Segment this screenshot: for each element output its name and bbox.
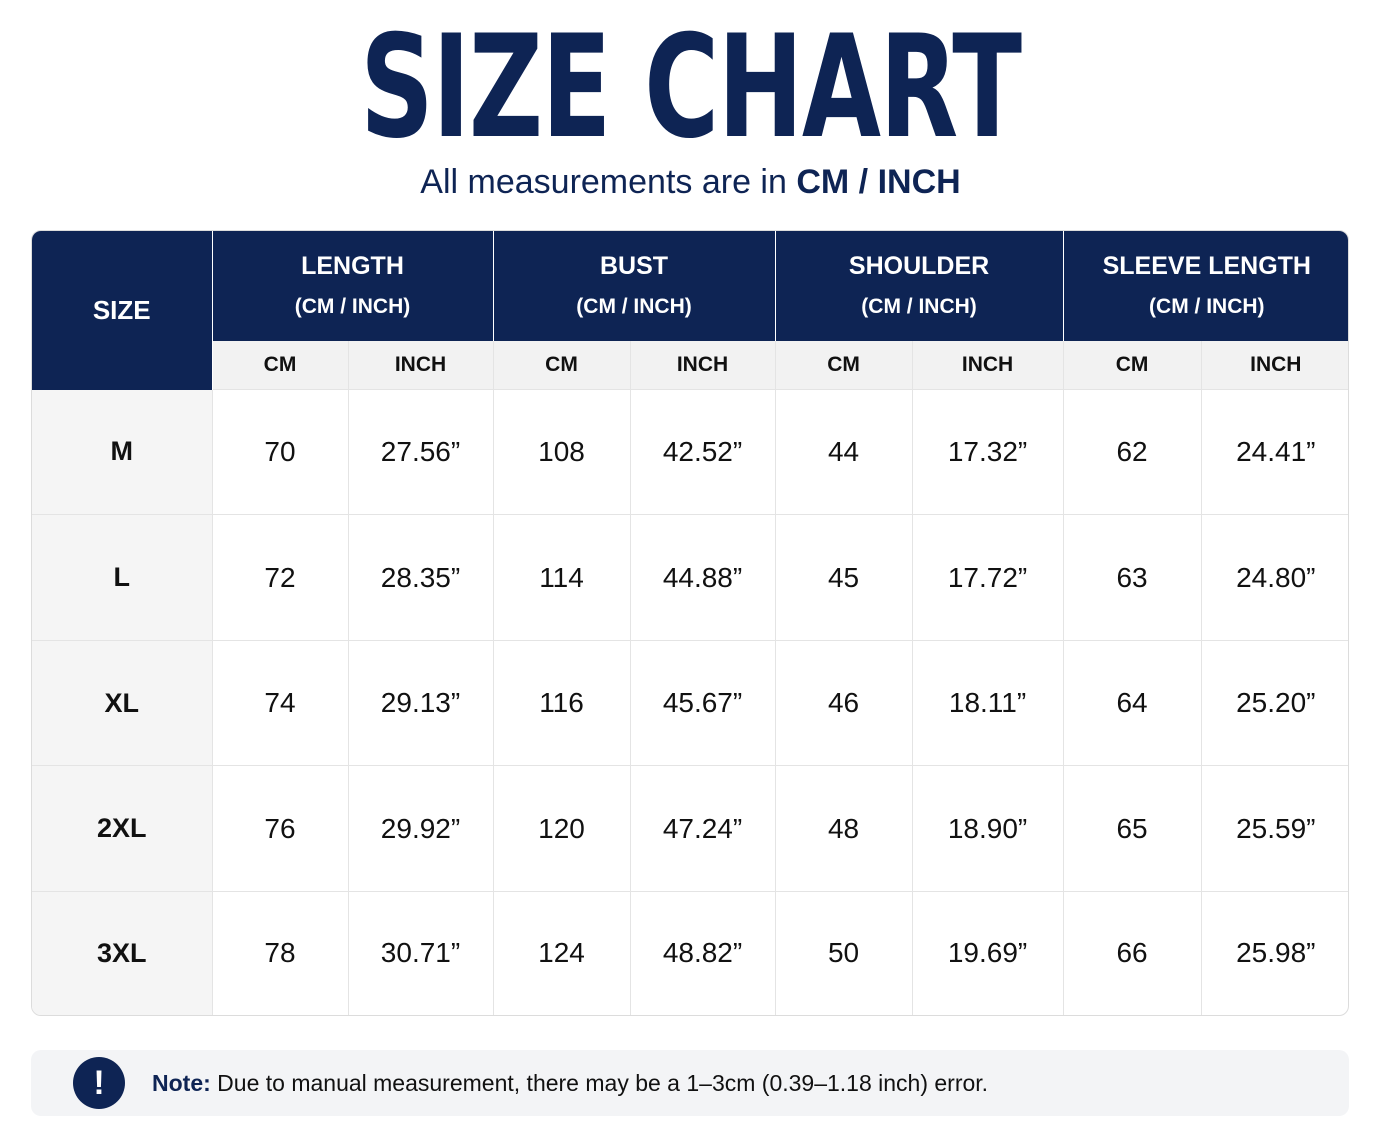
table-cell: 47.24” [630,765,776,892]
unit-header-inch: INCH [912,341,1064,390]
table-cell: 44 [775,389,913,516]
table-cell: 76 [212,765,349,892]
table-cell: 124 [493,891,631,1015]
table-cell: 48.82” [630,891,776,1015]
table-cell: 18.90” [912,765,1064,892]
table-cell: 62 [1063,389,1202,516]
page-subtitle: All measurements are in CM / INCH [0,160,1381,204]
header-row-main: SIZE LENGTH (CM / INCH) BUST (CM / INCH)… [32,231,1348,390]
table-cell: 120 [493,765,631,892]
group-title: SLEEVE LENGTH [1102,252,1311,280]
table-cell: 48 [775,765,913,892]
size-table: SIZE LENGTH (CM / INCH) BUST (CM / INCH)… [32,231,1348,1015]
size-label: M [32,389,213,516]
header-row-units: CM INCH CM INCH CM INCH CM INCH [32,341,1348,390]
group-unit: (CM / INCH) [294,295,411,318]
group-unit: (CM / INCH) [861,295,977,318]
table-cell: 29.13” [348,640,494,767]
group-unit: (CM / INCH) [1149,295,1265,318]
table-cell: 70 [212,389,349,516]
table-cell: 63 [1063,514,1202,641]
table-cell: 65 [1063,765,1202,892]
table-cell: 44.88” [630,514,776,641]
note-banner: ! Note: Due to manual measurement, there… [31,1050,1349,1116]
table-cell: 78 [212,891,349,1015]
note-text: Note: Due to manual measurement, there m… [152,1050,988,1116]
table-row: XL 74 29.13” 116 45.67” 46 18.11” 64 25.… [32,640,1348,767]
unit-header-cm: CM [1063,341,1202,390]
note-body: Due to manual measurement, there may be … [217,1070,989,1096]
group-header-length: LENGTH (CM / INCH) [212,231,494,341]
table-cell: 64 [1063,640,1202,767]
table-cell: 114 [493,514,631,641]
group-header-bust: BUST (CM / INCH) [493,231,776,341]
table-cell: 30.71” [348,891,494,1015]
table-cell: 108 [493,389,631,516]
size-table-container: SIZE LENGTH (CM / INCH) BUST (CM / INCH)… [31,230,1349,1016]
group-title: BUST [599,252,669,280]
unit-header-inch: INCH [630,341,776,390]
subtitle-units: CM / INCH [796,163,961,201]
table-cell: 24.80” [1201,514,1348,641]
unit-header-inch: INCH [348,341,494,390]
table-row: M 70 27.56” 108 42.52” 44 17.32” 62 24.4… [32,389,1348,516]
table-row: L 72 28.35” 114 44.88” 45 17.72” 63 24.8… [32,514,1348,641]
table-cell: 17.72” [912,514,1064,641]
table-row: 3XL 78 30.71” 124 48.82” 50 19.69” 66 25… [32,891,1348,1015]
unit-header-cm: CM [493,341,631,390]
table-cell: 45 [775,514,913,641]
table-cell: 116 [493,640,631,767]
table-cell: 72 [212,514,349,641]
table-cell: 50 [775,891,913,1015]
group-title: LENGTH [301,252,404,280]
table-cell: 18.11” [912,640,1064,767]
table-cell: 66 [1063,891,1202,1015]
subtitle-prefix: All measurements are in [420,163,787,201]
table-row: 2XL 76 29.92” 120 47.24” 48 18.90” 65 25… [32,765,1348,892]
table-cell: 19.69” [912,891,1064,1015]
table-cell: 25.20” [1201,640,1348,767]
table-cell: 17.32” [912,389,1064,516]
table-cell: 46 [775,640,913,767]
group-header-sleeve-length: SLEEVE LENGTH (CM / INCH) [1063,231,1348,341]
page-title: SIZE CHART [360,5,1022,170]
group-title: SHOULDER [848,252,990,280]
table-cell: 27.56” [348,389,494,516]
unit-header-cm: CM [212,341,349,390]
table-cell: 25.59” [1201,765,1348,892]
table-cell: 74 [212,640,349,767]
exclamation-icon: ! [73,1057,125,1109]
size-label: XL [32,640,213,767]
size-label: 3XL [32,891,213,1015]
note-label: Note: [152,1070,211,1096]
group-header-shoulder: SHOULDER (CM / INCH) [775,231,1064,341]
group-unit: (CM / INCH) [576,295,692,318]
table-cell: 24.41” [1201,389,1348,516]
table-cell: 25.98” [1236,937,1316,969]
table-cell: 42.52” [630,389,776,516]
table-cell: 29.92” [348,765,494,892]
unit-header-inch: INCH [1201,341,1348,390]
size-column-header: SIZE [32,231,213,390]
unit-header-cm: CM [775,341,913,390]
size-label: 2XL [32,765,213,892]
size-label: L [32,514,213,641]
table-cell: 45.67” [630,640,776,767]
table-cell: 28.35” [348,514,494,641]
